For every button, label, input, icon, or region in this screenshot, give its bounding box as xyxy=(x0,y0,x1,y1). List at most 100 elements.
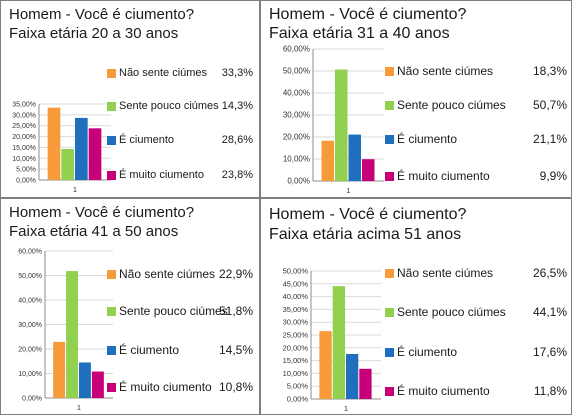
legend-swatch xyxy=(107,170,116,180)
y-tick-label: 5,00% xyxy=(16,167,36,174)
legend-item: É ciumento xyxy=(107,134,174,146)
y-tick-label: 0,00% xyxy=(16,178,36,185)
chart-title: Homem - Você é ciumento? xyxy=(269,6,467,23)
legend-item: Sente pouco ciúmes xyxy=(385,305,506,319)
legend-label: É muito ciumento xyxy=(397,169,490,183)
y-tick-label: 15,00% xyxy=(12,145,36,152)
x-tick-label: 1 xyxy=(77,403,81,412)
y-tick-label: 60,00% xyxy=(283,45,310,54)
value-label: 9,9% xyxy=(539,169,567,183)
chart-panel-20-30: 0,00% 5,00% 10,00% 15,00% 20,00% 25,00% 30,00%… xyxy=(0,0,260,198)
legend-swatch xyxy=(385,386,394,396)
y-tick-label: 10,00% xyxy=(283,369,309,378)
y-tick-label: 5,00% xyxy=(287,382,309,391)
bar xyxy=(346,353,359,399)
y-tick-label: 0,00% xyxy=(287,395,309,404)
legend-label: Não sente ciúmes xyxy=(119,67,208,79)
bar xyxy=(91,371,104,398)
chart-panel-41-50: 0,00% 10,00% 20,00% 30,00% 40,00% 50,00% 60,00… xyxy=(0,198,260,415)
bar-chart: 0,00% 10,00% 20,00% 30,00% 40,00% 50,00% 60,00… xyxy=(283,45,384,195)
legend-label: É ciumento xyxy=(119,343,180,357)
value-label: 11,8% xyxy=(533,384,567,398)
y-tick-label: 50,00% xyxy=(283,67,310,76)
y-tick-label: 40,00% xyxy=(283,89,310,98)
bar xyxy=(348,134,361,181)
bar xyxy=(79,362,91,398)
y-tick-label: 35,00% xyxy=(12,102,36,109)
legend-label: É ciumento xyxy=(119,134,175,146)
legend-item: É ciumento xyxy=(107,343,179,357)
chart-subtitle: Faixa etária acima 51 anos xyxy=(269,226,462,243)
chart-subtitle: Faixa etária 20 a 30 anos xyxy=(9,25,179,42)
value-label: 51,8% xyxy=(218,304,253,318)
value-label: 28,6% xyxy=(221,134,253,146)
legend-swatch xyxy=(107,68,116,78)
legend-label: Sente pouco ciúmes xyxy=(119,100,219,112)
x-tick-label: 1 xyxy=(344,404,348,413)
y-tick-label: 10,00% xyxy=(283,155,310,164)
legend-swatch xyxy=(107,101,116,111)
y-tick-label: 25,00% xyxy=(283,331,309,340)
value-label: 14,3% xyxy=(221,100,253,112)
legend-swatch xyxy=(385,134,394,144)
legend-swatch xyxy=(385,347,394,357)
value-label: 50,7% xyxy=(532,98,567,112)
y-tick-label: 35,00% xyxy=(283,305,309,314)
bar xyxy=(335,69,348,181)
bar xyxy=(321,140,335,181)
x-tick-label: 1 xyxy=(73,185,77,194)
bar xyxy=(319,331,332,399)
legend-label: É ciumento xyxy=(397,132,458,146)
legend-item: Sente pouco ciúmes xyxy=(107,304,228,318)
y-tick-label: 0,00% xyxy=(287,177,310,186)
value-label: 23,8% xyxy=(221,169,253,181)
value-label: 33,3% xyxy=(221,67,253,79)
value-label: 26,5% xyxy=(532,266,567,280)
legend-label: Não sente ciúmes xyxy=(397,64,494,78)
y-tick-label: 10,00% xyxy=(12,156,36,163)
legend-label: Sente pouco ciúmes xyxy=(397,305,506,319)
y-tick-label: 25,00% xyxy=(12,123,36,130)
legend-label: Não sente ciúmes xyxy=(119,267,216,281)
legend-item: É muito ciumento xyxy=(385,169,490,183)
x-tick-label: 1 xyxy=(346,186,350,195)
legend-swatch xyxy=(385,171,394,181)
y-tick-label: 60,00% xyxy=(18,249,42,256)
legend-item: Não sente ciúmes xyxy=(107,267,215,281)
legend-item: Sente pouco ciúmes xyxy=(385,98,506,112)
bar xyxy=(75,117,88,180)
bar xyxy=(359,368,372,399)
legend-item: É muito ciumento xyxy=(107,169,204,181)
chart-title: Homem - Você é ciumento? xyxy=(9,6,195,23)
bar xyxy=(66,271,78,398)
legend-swatch xyxy=(107,345,116,355)
legend-label: Sente pouco ciúmes xyxy=(119,304,228,318)
legend-swatch xyxy=(385,66,394,76)
legend-label: É muito ciumento xyxy=(119,169,204,181)
legend-swatch xyxy=(385,307,394,317)
legend-item: Não sente ciúmes xyxy=(107,67,207,79)
legend-item: Não sente ciúmes xyxy=(385,64,493,78)
value-label: 14,5% xyxy=(218,343,253,357)
bar-chart: 0,00% 5,00% 10,00% 15,00% 20,00% 25,00% 30,00%… xyxy=(12,102,111,194)
value-label: 44,1% xyxy=(532,305,567,319)
legend-swatch xyxy=(107,306,116,316)
bar xyxy=(88,128,102,180)
legend-item: É muito ciumento xyxy=(107,380,212,394)
y-tick-label: 20,00% xyxy=(283,133,310,142)
legend-item: É ciumento xyxy=(385,345,457,359)
y-tick-label: 30,00% xyxy=(18,322,42,329)
y-tick-label: 45,00% xyxy=(283,279,309,288)
legend-label: Sente pouco ciúmes xyxy=(397,98,506,112)
y-tick-label: 20,00% xyxy=(12,134,36,141)
y-tick-label: 0,00% xyxy=(22,396,42,403)
chart-title: Homem - Você é ciumento? xyxy=(269,206,467,223)
chart-title: Homem - Você é ciumento? xyxy=(9,204,195,221)
bar xyxy=(47,107,61,180)
legend-swatch xyxy=(107,269,116,279)
bar xyxy=(53,341,66,398)
chart-subtitle: Faixa etária 41 a 50 anos xyxy=(9,223,179,240)
y-tick-label: 20,00% xyxy=(283,343,309,352)
legend-item: É muito ciumento xyxy=(385,384,490,398)
bar xyxy=(361,159,375,181)
